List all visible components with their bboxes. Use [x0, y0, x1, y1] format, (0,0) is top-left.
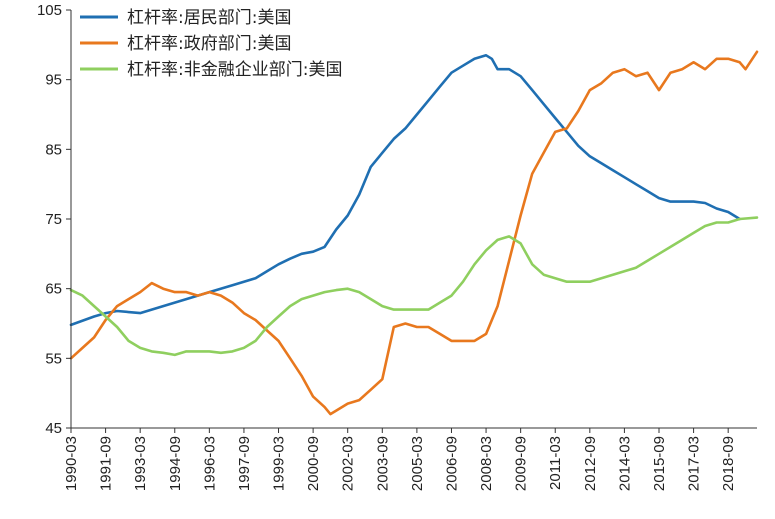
x-tick-label: 1997-09: [236, 436, 253, 491]
x-tick-label: 2005-03: [409, 436, 426, 491]
x-tick-label: 2017-03: [686, 436, 703, 491]
x-tick-label: 1990-03: [63, 436, 80, 491]
legend-label-2: 杠杆率:政府部门:美国: [127, 34, 291, 54]
series-line-3: [69, 216, 759, 357]
x-tick-label: 2015-09: [651, 436, 668, 491]
legend-label-3: 杠杆率:非金融企业部门:美国: [127, 60, 342, 80]
y-tick-label: 65: [45, 281, 62, 298]
series-line-2: [69, 50, 759, 416]
axes: 45 55 65 75 85 95 105 1990-03 1991-09 1993-03 1994…: [37, 2, 757, 491]
x-tick-label: 1991-09: [98, 436, 115, 491]
x-tick-label: 2002-03: [340, 436, 357, 491]
x-tick-label: 2003-09: [374, 436, 391, 491]
x-tick-label: 2014-03: [616, 436, 633, 491]
x-tick-label: 1996-03: [201, 436, 218, 491]
x-tick-label: 2000-09: [305, 436, 322, 491]
y-tick-label: 95: [45, 72, 62, 89]
y-tick-label: 75: [45, 211, 62, 228]
x-tick-label: 2008-03: [478, 436, 495, 491]
series-line-1: [69, 54, 741, 327]
y-tick-label: 45: [45, 420, 62, 437]
x-tick-label: 2012-09: [582, 436, 599, 491]
x-tick-label: 2006-09: [443, 436, 460, 491]
x-tick-label: 2009-09: [513, 436, 530, 491]
legend-label-1: 杠杆率:居民部门:美国: [127, 8, 291, 28]
y-tick-label: 55: [45, 350, 62, 367]
x-tick-label: 1993-03: [132, 436, 149, 491]
x-tick-label: 2018-09: [720, 436, 737, 491]
y-tick-label: 85: [45, 141, 62, 158]
x-tick-label: 1994-09: [167, 436, 184, 491]
y-tick-label: 105: [37, 2, 62, 19]
series-lines: [69, 50, 759, 416]
x-tick-label: 2011-03: [547, 436, 564, 490]
x-tick-label: 1999-03: [271, 436, 288, 491]
